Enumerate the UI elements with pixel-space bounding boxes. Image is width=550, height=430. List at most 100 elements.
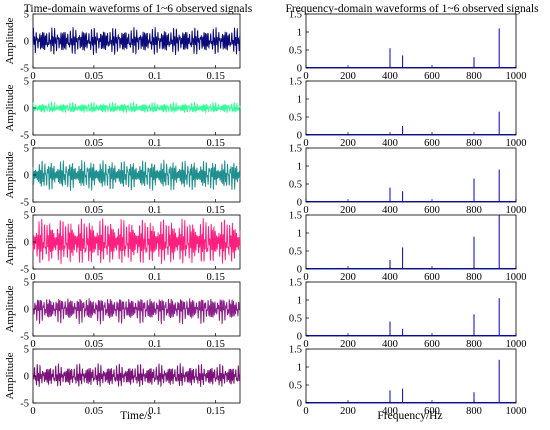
time-y-axis-label: Amplitude xyxy=(4,151,16,198)
frequency-x-tick-label: 800 xyxy=(466,205,482,216)
time-y-tick-label: 0 xyxy=(24,305,29,316)
frequency-x-tick-label: 1000 xyxy=(506,205,527,216)
frequency-x-tick-label: 600 xyxy=(424,138,440,149)
frequency-y-tick-label: 0 xyxy=(297,332,302,343)
frequency-axes-box xyxy=(305,80,517,136)
frequency-x-tick-label: 1000 xyxy=(506,339,527,350)
time-y-tick-label: -5 xyxy=(20,198,29,209)
frequency-x-tick-label: 400 xyxy=(382,138,398,149)
frequency-panel-4: 0 200 400 600 800 1000 0 0.5 1 1.5 xyxy=(289,211,527,284)
frequency-y-tick-label: 0.5 xyxy=(289,381,302,392)
frequency-x-tick-label: 0 xyxy=(303,138,308,149)
time-x-tick-label: 0.05 xyxy=(85,406,103,417)
frequency-y-tick-label: 1 xyxy=(297,229,302,240)
time-x-tick-label: 0 xyxy=(30,71,35,82)
time-y-axis-label: Amplitude xyxy=(4,84,16,131)
time-y-tick-label: 5 xyxy=(24,278,29,289)
frequency-x-tick-label: 400 xyxy=(382,339,398,350)
frequency-axes-box xyxy=(305,214,517,270)
time-y-tick-label: 5 xyxy=(24,211,29,222)
frequency-y-tick-label: 1 xyxy=(297,95,302,106)
frequency-axes-box xyxy=(305,147,517,203)
frequency-x-tick-label: 200 xyxy=(340,138,356,149)
time-x-tick-label: 0.05 xyxy=(85,71,103,82)
time-y-tick-label: 5 xyxy=(24,10,29,21)
time-waveform-line xyxy=(32,100,241,114)
time-x-tick-label: 0 xyxy=(30,272,35,283)
time-x-tick-label: 0.1 xyxy=(148,71,161,82)
frequency-x-tick-label: 0 xyxy=(303,406,308,417)
frequency-panel-6: 0 200 400 600 800 1000 0 0.5 1 1.5 xyxy=(289,345,527,418)
frequency-x-tick-label: 200 xyxy=(340,205,356,216)
time-x-tick-label: 0.15 xyxy=(206,339,224,350)
frequency-y-tick-label: 1.5 xyxy=(289,77,302,88)
time-y-tick-label: -5 xyxy=(20,399,29,410)
frequency-y-tick-label: 0.5 xyxy=(289,180,302,191)
time-waveform-line xyxy=(32,298,241,325)
frequency-x-tick-label: 0 xyxy=(303,339,308,350)
frequency-axis-label: Frequency/Hz xyxy=(377,410,442,422)
frequency-x-tick-label: 200 xyxy=(340,406,356,417)
frequency-x-tick-label: 800 xyxy=(466,138,482,149)
frequency-x-tick-label: 400 xyxy=(382,406,398,417)
frequency-x-tick-label: 1000 xyxy=(506,138,527,149)
time-y-tick-label: -5 xyxy=(20,265,29,276)
frequency-axes-box xyxy=(305,13,517,69)
frequency-y-tick-label: 1 xyxy=(297,363,302,374)
frequency-x-tick-label: 600 xyxy=(424,406,440,417)
time-y-tick-label: 5 xyxy=(24,144,29,155)
time-y-axis-label: Amplitude xyxy=(4,285,16,332)
frequency-y-tick-label: 0.5 xyxy=(289,46,302,57)
frequency-x-tick-label: 200 xyxy=(340,339,356,350)
frequency-y-tick-label: 1 xyxy=(297,28,302,39)
frequency-x-tick-label: 400 xyxy=(382,71,398,82)
time-y-tick-label: 5 xyxy=(24,77,29,88)
frequency-y-tick-label: 1.5 xyxy=(289,144,302,155)
frequency-axes-box xyxy=(305,281,517,337)
frequency-x-tick-label: 200 xyxy=(340,71,356,82)
time-x-tick-label: 0 xyxy=(30,138,35,149)
time-x-tick-label: 0 xyxy=(30,406,35,417)
time-y-axis-label: Amplitude xyxy=(4,352,16,399)
time-x-tick-label: 0.1 xyxy=(148,272,161,283)
frequency-y-tick-label: 0.5 xyxy=(289,247,302,258)
time-x-tick-label: 0.05 xyxy=(85,205,103,216)
frequency-x-tick-label: 400 xyxy=(382,272,398,283)
time-y-tick-label: -5 xyxy=(20,332,29,343)
time-y-tick-label: 0 xyxy=(24,104,29,115)
time-x-tick-label: 0.1 xyxy=(148,138,161,149)
time-waveform-line xyxy=(32,27,241,56)
frequency-domain-title: Frequency-domain waveforms of 1~6 observ… xyxy=(285,3,539,15)
time-x-tick-label: 0.05 xyxy=(85,272,103,283)
frequency-x-tick-label: 0 xyxy=(303,205,308,216)
time-x-tick-label: 0.15 xyxy=(206,71,224,82)
time-domain-title: Time-domain waveforms of 1~6 observed si… xyxy=(24,3,253,15)
frequency-x-tick-label: 400 xyxy=(382,205,398,216)
frequency-y-tick-label: 0 xyxy=(297,131,302,142)
frequency-y-tick-label: 1.5 xyxy=(289,211,302,222)
frequency-panel-3: 0 200 400 600 800 1000 0 0.5 1 1.5 xyxy=(289,144,527,217)
frequency-panel-5: 0 200 400 600 800 1000 0 0.5 1 1.5 xyxy=(289,278,527,351)
frequency-x-tick-label: 800 xyxy=(466,339,482,350)
frequency-axes-box xyxy=(305,348,517,404)
time-y-axis-label: Amplitude xyxy=(4,218,16,265)
frequency-y-tick-label: 0 xyxy=(297,399,302,410)
time-y-tick-label: 0 xyxy=(24,171,29,182)
frequency-x-tick-label: 800 xyxy=(466,406,482,417)
frequency-x-tick-label: 600 xyxy=(424,205,440,216)
frequency-panel-2: 0 200 400 600 800 1000 0 0.5 1 1.5 xyxy=(289,77,527,150)
frequency-x-tick-label: 1000 xyxy=(506,406,527,417)
time-x-tick-label: 0.1 xyxy=(148,205,161,216)
frequency-x-tick-label: 800 xyxy=(466,272,482,283)
frequency-y-tick-label: 1.5 xyxy=(289,278,302,289)
